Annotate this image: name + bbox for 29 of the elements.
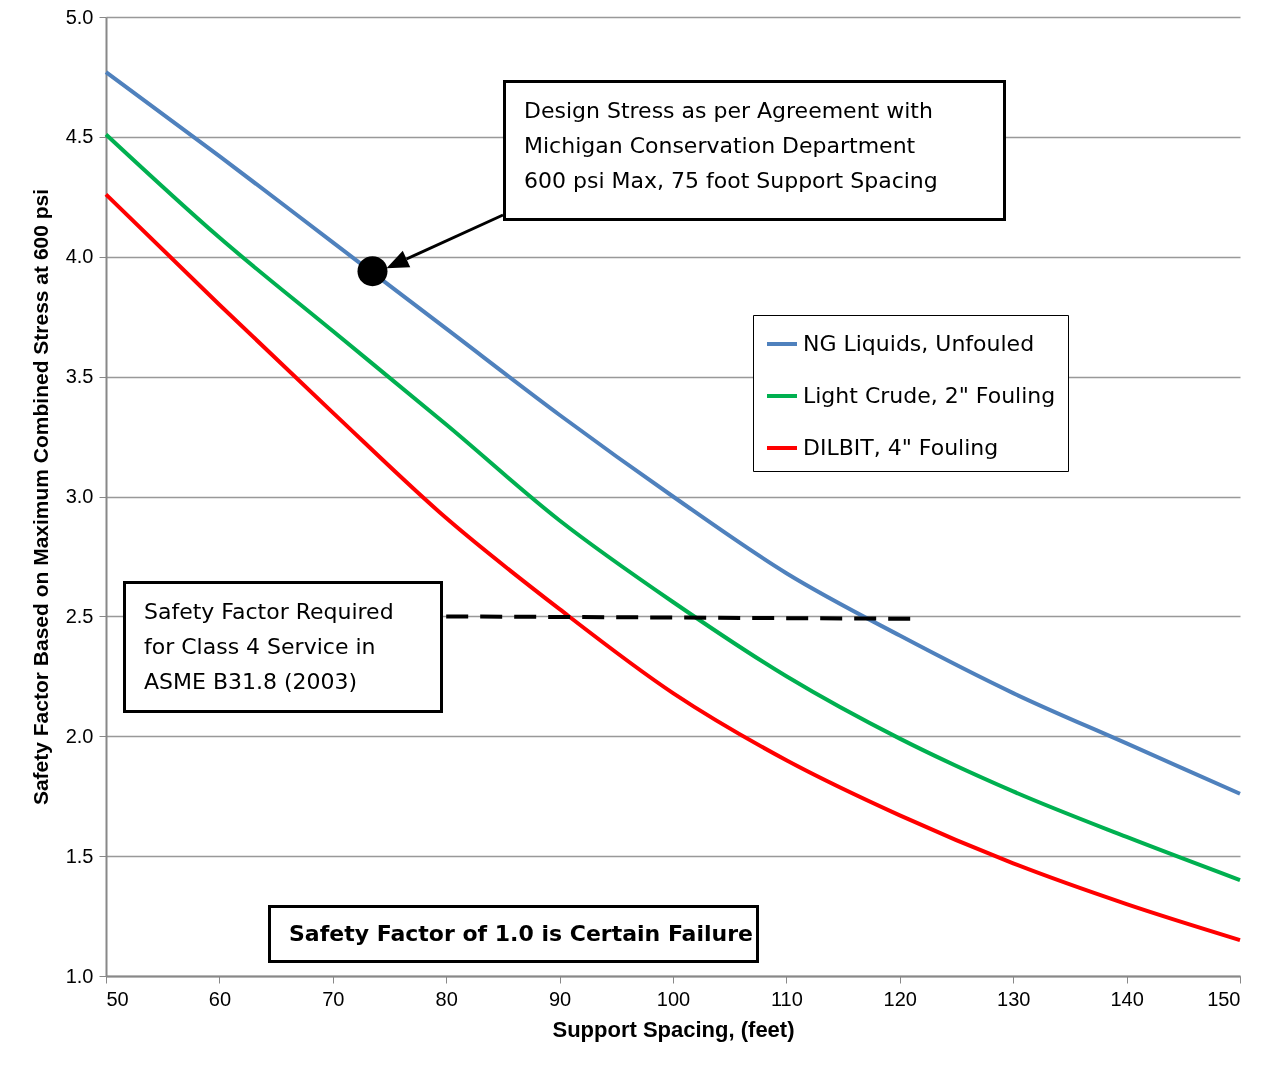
- y-tick-label: 3.5: [65, 365, 94, 388]
- x-tick-label: 140: [1110, 987, 1144, 1010]
- y-tick-label: 2.5: [65, 604, 94, 627]
- y-tick-label: 1.0: [65, 964, 94, 987]
- x-tick-label: 60: [208, 987, 232, 1010]
- y-axis-title: Safety Factor Based on Maximum Combined Stress at 600 psi: [28, 188, 52, 806]
- x-tick-label: 70: [322, 987, 345, 1010]
- x-tick-label: 90: [548, 987, 572, 1010]
- note-box: Design Stress as per Agreement with Michigan Conservation Department 600 psi Max, 75 foot Support Spacing: [503, 80, 1006, 221]
- x-tick-label: 120: [883, 987, 917, 1010]
- y-tick-label: 1.5: [65, 844, 94, 867]
- x-tick-label: 150: [1207, 987, 1241, 1010]
- x-tick-label: 110: [770, 987, 803, 1010]
- legend-label: Light Crude, 2" Fouling: [803, 383, 1056, 408]
- y-tick-label: 4.0: [65, 245, 94, 268]
- x-tick-label: 130: [997, 987, 1031, 1010]
- y-tick-label: 5.0: [65, 5, 94, 28]
- y-tick-label: 4.5: [65, 125, 94, 148]
- x-tick-label: 50: [106, 987, 129, 1010]
- x-axis-title: Support Spacing, (feet): [552, 1016, 795, 1042]
- x-tick-label: 100: [656, 987, 691, 1010]
- note-box: Safety Factor of 1.0 is Certain Failure: [268, 905, 759, 963]
- x-tick-label: 80: [435, 987, 458, 1010]
- legend-label: NG Liquids, Unfouled: [803, 331, 1035, 356]
- y-tick-label: 3.0: [65, 485, 94, 507]
- y-tick-label: 2.0: [65, 724, 94, 747]
- legend-label: DILBIT, 4" Fouling: [803, 435, 999, 460]
- line-series: [104, 70, 1242, 796]
- note-box: Safety Factor Required for Class 4 Service in ASME B31.8 (2003): [123, 581, 443, 713]
